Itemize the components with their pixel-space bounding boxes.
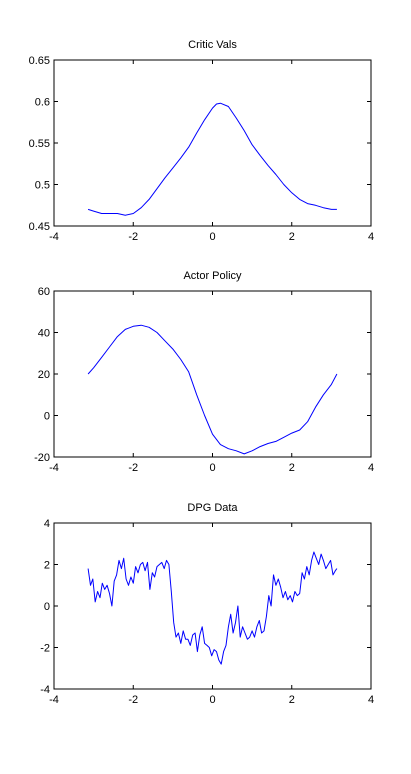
y-tick-label: 0.5: [35, 180, 50, 192]
chart-critic-vals: Critic Vals -4 -2 0 2 4 0.45 0.5 0.55 0.6 0.65: [29, 39, 374, 243]
x-tick-label: 4: [368, 462, 374, 474]
y-tick-label: 20: [38, 369, 50, 381]
y-tick-label: 40: [38, 328, 50, 340]
x-tick-label: 2: [289, 231, 295, 243]
x-tick-label: 0: [209, 462, 215, 474]
series-line: [87, 102, 337, 216]
series-line: [87, 551, 338, 665]
chart-title: Critic Vals: [188, 39, 237, 51]
axes-box: [53, 290, 372, 458]
y-tick-label: 4: [44, 518, 50, 530]
axes-box: [53, 59, 372, 227]
x-tick-label: 4: [368, 694, 374, 706]
chart-title: DPG Data: [187, 502, 238, 514]
y-tick-label: 0.65: [29, 55, 50, 67]
chart-title: Actor Policy: [183, 270, 242, 282]
x-tick-label: -2: [128, 231, 138, 243]
x-tick-label: 4: [368, 231, 374, 243]
chart-dpg-data: DPG Data -4 -2 0 2 4 -4 -2 0 2 4: [40, 502, 374, 706]
x-tick-label: 0: [209, 231, 215, 243]
x-tick-label: -2: [128, 462, 138, 474]
x-tick-label: -2: [128, 694, 138, 706]
x-tick-label: -4: [49, 462, 59, 474]
x-tick-label: 2: [289, 694, 295, 706]
y-tick-label: 0.6: [35, 97, 50, 109]
series-line: [87, 324, 338, 455]
y-tick-label: 60: [38, 286, 50, 298]
y-tick-label: 0: [44, 601, 50, 613]
y-tick-label: -20: [34, 452, 50, 464]
x-tick-label: -4: [49, 231, 59, 243]
y-tick-label: 2: [44, 560, 50, 572]
y-tick-label: 0: [44, 411, 50, 423]
x-tick-label: 0: [209, 694, 215, 706]
y-tick-label: -2: [40, 643, 50, 655]
x-tick-label: 2: [289, 462, 295, 474]
y-tick-label: -4: [40, 684, 50, 696]
y-tick-label: 0.45: [29, 221, 50, 233]
axes-box: [53, 522, 372, 690]
x-tick-label: -4: [49, 694, 59, 706]
y-tick-label: 0.55: [29, 138, 50, 150]
